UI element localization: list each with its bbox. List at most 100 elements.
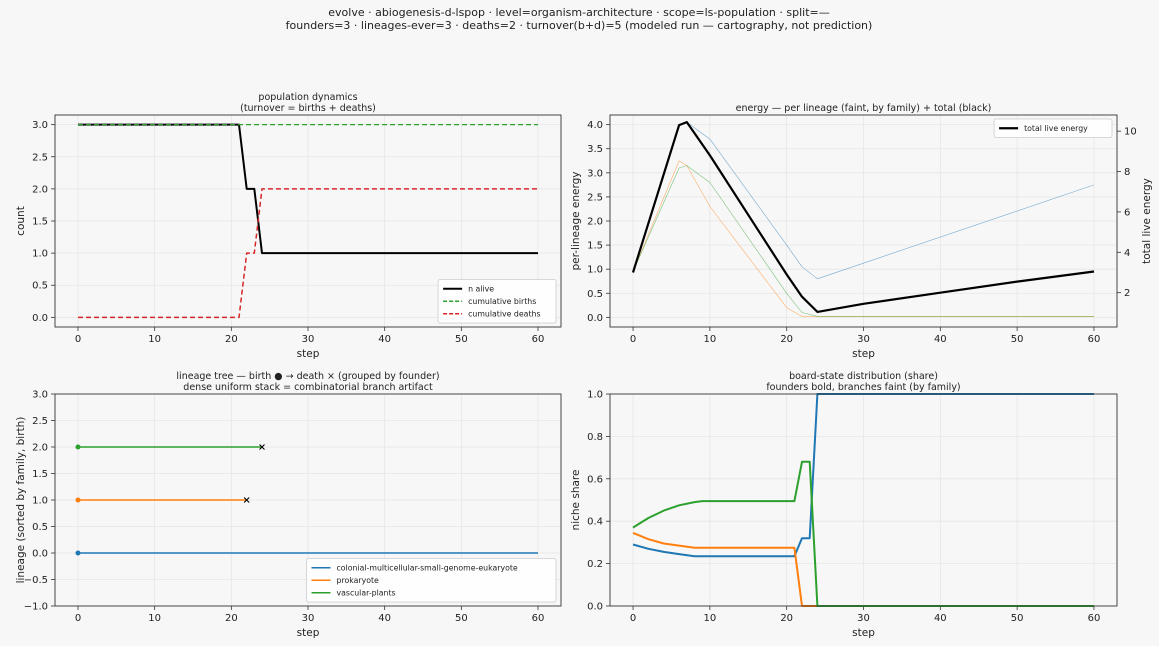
chart-title: (turnover = births + deaths): [240, 103, 376, 114]
legend-label: n alive: [468, 285, 494, 294]
y-axis-label: niche share: [570, 470, 582, 531]
legend-label: colonial-multicellular-small-genome-euka…: [337, 564, 518, 573]
y-tick-label: 2.0: [32, 184, 48, 195]
chart-title: dense uniform stack = combinatorial bran…: [183, 382, 433, 393]
y-right-tick-label: 6: [1124, 207, 1130, 218]
x-tick-label: 0: [630, 613, 636, 624]
y-tick-label: 1.5: [32, 217, 48, 228]
y-tick-label: 0.0: [32, 549, 48, 560]
y-tick-label: −0.5: [24, 575, 48, 586]
chart-2: 0 10 20 30 40 50 60 0.0 0.5 1.0 1.5 2.0 2.5 3.0 3.5 4.0…: [570, 103, 1153, 360]
y-tick-label: 0.2: [587, 559, 603, 570]
plot-frame: [54, 114, 562, 328]
x-tick-label: 30: [857, 613, 870, 624]
legend: total live energy: [993, 118, 1113, 138]
x-tick-label: 40: [934, 613, 947, 624]
legend-label: cumulative births: [468, 297, 536, 306]
legend-label: prokaryote: [337, 576, 380, 585]
legend-label: total live energy: [1024, 124, 1088, 133]
y-axis-label: per-lineage energy: [570, 172, 582, 271]
series-line: [632, 531, 1094, 607]
y-tick-label: 3.0: [32, 120, 48, 131]
x-tick-label: 40: [378, 334, 391, 345]
chart-title: lineage tree — birth ● → death × (groupe…: [176, 371, 439, 382]
x-tick-label: 60: [532, 334, 545, 345]
y-right-tick-label: 10: [1124, 127, 1137, 138]
series-line: [632, 460, 1094, 607]
x-axis-label: step: [852, 627, 875, 639]
y-tick-label: 1.0: [32, 496, 48, 507]
chart-panels: 0 10 20 30 40 50 600.00.51.01.52.02.53.0popula…: [15, 92, 1153, 639]
y-tick-label: 0.0: [587, 313, 603, 324]
x-tick-label: 10: [148, 613, 161, 624]
x-tick-label: 10: [148, 334, 161, 345]
series-line: [632, 165, 1094, 317]
y-tick-label: 0.4: [587, 517, 603, 528]
legend-box: [993, 118, 1113, 138]
plot-frame: [609, 114, 1118, 328]
birth-marker: [75, 550, 81, 556]
y-tick-label: 0.6: [587, 474, 603, 485]
x-tick-label: 20: [225, 334, 238, 345]
x-tick-label: 30: [302, 334, 315, 345]
x-tick-label: 10: [703, 334, 716, 345]
legend-label: vascular-plants: [337, 589, 396, 598]
death-marker: [259, 444, 265, 450]
chart-1: 0 10 20 30 40 50 60 0.0 0.5 1.0 1.5 2.0 2.5 3.0 popula…: [15, 92, 562, 360]
chart-3: 0 10 20 30 40 50 60 −1.0 −0.5 0.0 0.5 1.0 1.5 2.0 2.5 3…: [15, 371, 562, 639]
x-tick-label: 0: [630, 334, 636, 345]
x-tick-label: 20: [225, 613, 238, 624]
chart-title: energy — per lineage (faint, by family) …: [736, 103, 992, 114]
chart-title: board-state distribution (share): [789, 371, 938, 382]
y-tick-label: 2.5: [587, 192, 603, 203]
x-tick-label: 60: [1088, 613, 1101, 624]
x-tick-label: 10: [703, 613, 716, 624]
x-axis-label: step: [852, 348, 875, 360]
legend-box: [306, 558, 557, 603]
legend-label: cumulative deaths: [468, 310, 540, 319]
x-tick-label: 0: [75, 334, 81, 345]
y-tick-label: 2.5: [32, 416, 48, 427]
y-axis-label: count: [15, 206, 27, 236]
series-line: [78, 188, 538, 319]
y-right-tick-label: 4: [1124, 248, 1130, 259]
suptitle-line1: evolve · abiogenesis-d-lspop · level=org…: [328, 6, 830, 19]
x-axis-label: step: [297, 627, 320, 639]
y-tick-label: 0.5: [32, 281, 48, 292]
y-tick-label: 1.5: [32, 469, 48, 480]
y-tick-label: 1.0: [32, 249, 48, 260]
legend-box: [437, 279, 557, 324]
death-marker: [243, 497, 250, 503]
plot-frame: [54, 393, 562, 607]
x-tick-label: 50: [455, 613, 468, 624]
y-tick-label: 0.5: [587, 289, 603, 300]
series-line: [78, 123, 538, 255]
x-tick-label: 30: [857, 334, 870, 345]
y-tick-label: 2.5: [32, 152, 48, 163]
y-tick-label: 0.8: [587, 432, 603, 443]
series-line: [632, 393, 1094, 558]
x-tick-label: 50: [1011, 334, 1024, 345]
y-tick-label: 1.0: [587, 390, 603, 401]
plot-frame: [609, 393, 1118, 607]
y-tick-label: 0.5: [32, 522, 48, 533]
y-tick-label: 3.0: [587, 168, 603, 179]
x-tick-label: 20: [780, 334, 793, 345]
x-tick-label: 40: [378, 613, 391, 624]
legend: n alive cumulative births cumulative death…: [437, 279, 557, 324]
y-tick-label: 3.0: [32, 390, 48, 401]
series-line: [631, 121, 1095, 313]
y-tick-label: 0.0: [32, 313, 48, 324]
series-line: [632, 160, 1094, 317]
suptitle-line2: founders=3 · lineages-ever=3 · deaths=2 …: [286, 19, 873, 32]
y-tick-label: 2.0: [32, 443, 48, 454]
x-tick-label: 60: [532, 613, 545, 624]
y-tick-label: 3.5: [587, 144, 603, 155]
x-tick-label: 20: [780, 613, 793, 624]
birth-marker: [75, 497, 81, 503]
x-tick-label: 0: [75, 613, 81, 624]
y-tick-label: 1.0: [587, 265, 603, 276]
y-tick-label: 4.0: [587, 120, 603, 131]
y-tick-label: −1.0: [24, 602, 48, 613]
